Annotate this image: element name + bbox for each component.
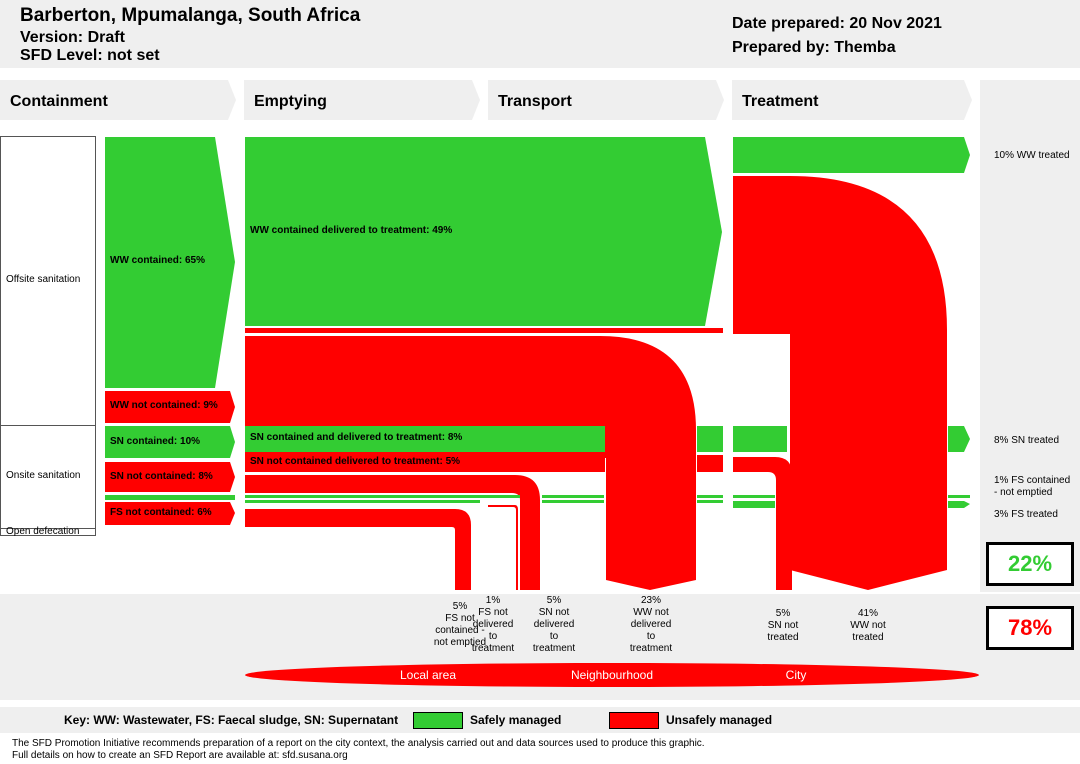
label-sn-not-contained-delivered: SN not contained delivered to treatment:… xyxy=(250,456,461,467)
loss-fs-not-delivered: 1% FS not delivered to treatment xyxy=(471,595,515,654)
label-sn-contained: SN contained: 10% xyxy=(110,436,201,447)
loss-sn-not-delivered: 5% SN not delivered to treatment xyxy=(532,595,576,654)
key-abbrev: Key: WW: Wastewater, FS: Faecal sludge, … xyxy=(64,713,399,727)
version-text: Version: Draft xyxy=(20,29,125,46)
label-ww-not-contained: WW not contained: 9% xyxy=(110,400,218,411)
flow-fs-treated-b xyxy=(948,501,970,508)
label-ww-delivered: WW contained delivered to treatment: 49% xyxy=(250,225,453,236)
outcome-fs-treated: 3% FS treated xyxy=(994,509,1058,520)
flow-ww-not-contained xyxy=(105,391,235,423)
flow-sn-delivered-cont xyxy=(697,426,723,452)
outcome-fs-not-emptied: 1% FS contained - not emptied xyxy=(994,475,1071,498)
flow-fs-thin-green-6 xyxy=(697,500,723,503)
flow-ww-thin-red xyxy=(245,328,723,333)
flow-sn-not-contained-cont xyxy=(697,455,723,472)
flow-sn-not-delivered xyxy=(245,475,540,590)
flow-fs-treat-thin xyxy=(733,495,775,498)
row-box-onsite xyxy=(0,425,96,529)
footer-note: The SFD Promotion Initiative recommends … xyxy=(12,738,705,762)
flow-ww-delivered xyxy=(245,137,722,326)
flow-fs-not-contained xyxy=(105,502,235,525)
flow-fs-contained xyxy=(105,495,235,500)
loss-sn-not-treated: 5% SN not treated xyxy=(767,608,799,643)
flow-ww-treated xyxy=(733,137,970,173)
stage-arrow-emptying xyxy=(244,80,480,120)
flow-ww-not-treated xyxy=(733,176,947,590)
date-prepared: Date prepared: 20 Nov 2021 xyxy=(732,15,942,32)
area-neighbourhood: Neighbourhood xyxy=(570,668,654,682)
safe-total: 22% xyxy=(986,542,1074,586)
key-unsafe-label: Unsafely managed xyxy=(666,713,773,727)
loss-fs-not-emptied: 5% FS not contained - not emptied xyxy=(433,601,487,648)
key-unsafe-swatch xyxy=(609,712,659,729)
outcome-column xyxy=(980,80,1080,592)
unsafe-total: 78% xyxy=(986,606,1074,650)
stage-transport: Transport xyxy=(498,93,572,110)
city-title: Barberton, Mpumalanga, South Africa xyxy=(20,5,361,26)
footer-line-2: Full details on how to create an SFD Rep… xyxy=(12,750,348,761)
flow-sn-delivered xyxy=(245,426,605,452)
header-panel xyxy=(0,0,1080,68)
stage-containment: Containment xyxy=(10,93,108,110)
flow-sn-not-contained-delivered xyxy=(245,455,605,472)
flow-fs-thin-green-4 xyxy=(542,500,604,503)
stage-arrow-containment xyxy=(0,80,236,120)
row-box-offsite xyxy=(0,136,96,426)
stage-emptying: Emptying xyxy=(254,93,327,110)
row-box-open xyxy=(0,528,96,536)
key-safe-swatch xyxy=(413,712,463,729)
footer-line-1: The SFD Promotion Initiative recommends … xyxy=(12,738,705,749)
flow-sn-contained xyxy=(105,426,235,458)
loss-ww-not-treated: 41% WW not treated xyxy=(850,608,886,643)
flow-sn-treated-a xyxy=(733,426,787,452)
label-sn-not-contained: SN not contained: 8% xyxy=(110,471,213,482)
row-label-onsite: Onsite sanitation xyxy=(6,470,81,481)
loss-ww-not-delivered: 23% WW not delivered to treatment xyxy=(629,595,673,654)
flow-fs-thin-green-5 xyxy=(697,495,723,498)
flow-sn-not-contained xyxy=(105,462,235,492)
area-city: City xyxy=(785,668,807,682)
outcome-ww-treated: 10% WW treated xyxy=(994,150,1070,161)
outcome-sn-treated: 8% SN treated xyxy=(994,435,1060,446)
flow-fs-treat-thin-2 xyxy=(948,495,970,498)
area-local: Local area xyxy=(399,668,457,682)
stage-arrow-transport xyxy=(488,80,724,120)
flow-fs-treated-a xyxy=(733,501,775,508)
prepared-by: Prepared by: Themba xyxy=(732,39,896,56)
flow-fs-thin-green-2 xyxy=(245,500,480,503)
flow-ww-not-delivered xyxy=(245,336,696,590)
label-fs-not-contained: FS not contained: 6% xyxy=(110,507,212,518)
row-label-open: Open defecation xyxy=(6,526,80,537)
sfd-level-text: SFD Level: not set xyxy=(20,47,160,64)
area-ellipse xyxy=(245,663,979,687)
flow-fs-thin-green xyxy=(245,495,520,498)
label-sn-delivered: SN contained and delivered to treatment:… xyxy=(250,432,463,443)
flow-fs-not-delivered xyxy=(488,505,518,590)
flow-fs-not-emptied xyxy=(245,509,471,590)
sfd-flow-diagram xyxy=(0,80,979,687)
key-safe-label: Safely managed xyxy=(470,713,562,727)
row-label-offsite: Offsite sanitation xyxy=(6,274,81,285)
flow-sn-not-treated xyxy=(733,457,792,590)
stage-arrow-treatment xyxy=(732,80,972,120)
stage-treatment: Treatment xyxy=(742,93,819,110)
flow-sn-treated-b xyxy=(948,426,970,452)
flow-fs-thin-green-3 xyxy=(542,495,604,498)
key-bar xyxy=(0,707,1080,733)
flow-ww-contained xyxy=(105,137,235,388)
label-ww-contained: WW contained: 65% xyxy=(110,255,206,266)
